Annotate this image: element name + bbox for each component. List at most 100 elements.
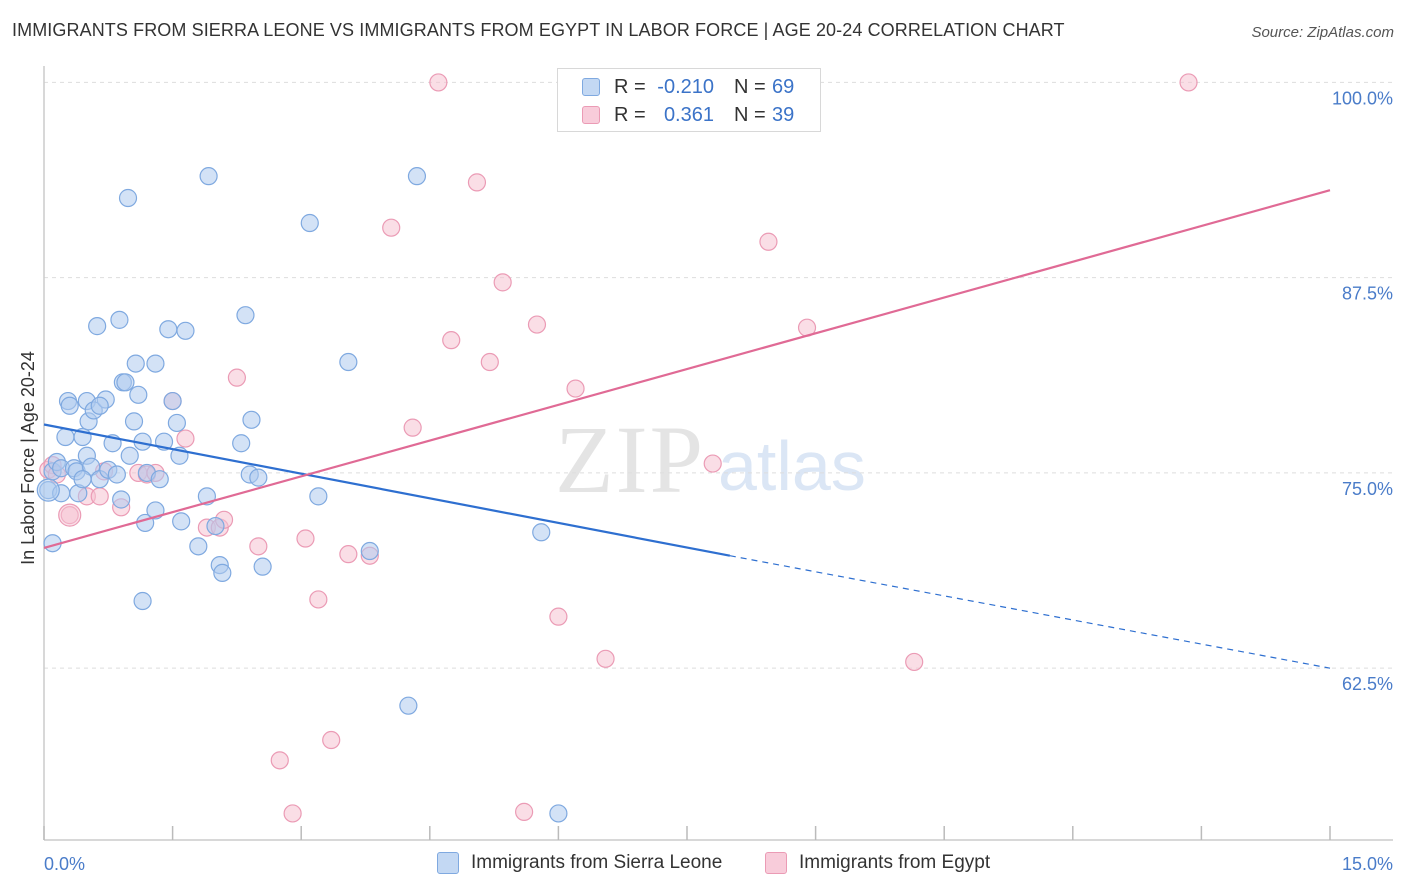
legend-n-label: N =	[734, 103, 766, 126]
sierra-leone-point	[300, 213, 319, 233]
series-legend-label: Immigrants from Sierra Leone	[471, 852, 723, 873]
sierra-leone-point	[159, 320, 178, 339]
sierra-leone-point	[532, 523, 551, 542]
legend-row-sierra-leone: R = -0.210 N = 69	[582, 75, 794, 99]
sierra-leone-point	[549, 804, 568, 823]
y-tick-label: 62.5%	[1342, 674, 1393, 694]
egypt-point	[403, 418, 422, 437]
series-legend: Immigrants from Sierra Leone Immigrants …	[0, 852, 1406, 878]
x-tick-label: 0.0%	[44, 854, 85, 874]
legend-r-label: R =	[614, 103, 646, 126]
series-legend-sierra-leone: Immigrants from Sierra Leone	[437, 852, 722, 874]
y-axis-label: In Labor Force | Age 20-24	[18, 351, 38, 565]
x-tick-label: 15.0%	[1342, 854, 1393, 874]
egypt-point	[759, 232, 778, 251]
egypt-point	[58, 503, 82, 527]
egypt-point	[227, 368, 246, 387]
watermark-zip: ZIP	[555, 406, 705, 513]
sierra-leone-point	[339, 352, 358, 372]
legend-row-egypt: R = 0.361 N = 39	[582, 103, 794, 127]
sierra-leone-point	[232, 434, 251, 453]
sierra-leone-point	[82, 457, 101, 476]
egypt-point	[480, 352, 499, 372]
sierra-leone-point	[236, 306, 255, 325]
sierra-leone-point	[309, 487, 328, 506]
legend-n-label: N =	[734, 75, 766, 98]
sierra-leone-point	[56, 427, 75, 447]
series-legend-label: Immigrants from Egypt	[799, 852, 991, 873]
egypt-point	[322, 730, 341, 750]
legend-swatch-blue	[582, 78, 600, 96]
egypt-point	[176, 429, 195, 448]
egypt-point	[493, 273, 512, 292]
egypt-point	[1179, 73, 1198, 92]
trendlines	[43, 189, 1331, 669]
sierra-leone-point	[146, 354, 165, 373]
sierra-leone-point	[133, 591, 152, 611]
sierra-leone-point	[120, 446, 139, 465]
sierra-leone-point	[90, 396, 109, 415]
y-tick-label: 100.0%	[1332, 88, 1393, 108]
egypt-point	[905, 652, 924, 672]
egypt-trendline	[43, 189, 1331, 549]
sierra-leone-trendline	[43, 423, 731, 557]
sierra-leone-point	[249, 468, 268, 487]
sierra-leone-point	[88, 317, 107, 336]
egypt-point	[549, 607, 568, 626]
watermark: ZIP atlas	[555, 406, 866, 513]
sierra-leone-point	[150, 470, 169, 489]
egypt-point	[249, 537, 268, 556]
egypt-point	[442, 331, 461, 350]
legend-r-value: -0.210	[657, 75, 714, 98]
egypt-point	[527, 315, 547, 334]
series-swatch-pink	[765, 852, 787, 874]
sierra-leone-point	[253, 557, 272, 576]
sierra-leone-points	[36, 167, 568, 823]
sierra-leone-point	[129, 385, 148, 404]
sierra-leone-point	[118, 188, 138, 208]
legend-r-label: R =	[614, 75, 646, 98]
sierra-leone-point	[163, 391, 182, 411]
sierra-leone-point	[126, 354, 145, 373]
sierra-leone-point	[36, 478, 60, 502]
sierra-leone-point	[206, 516, 225, 536]
sierra-leone-point	[172, 512, 191, 531]
sierra-leone-point	[176, 321, 195, 340]
sierra-leone-point	[124, 412, 144, 431]
egypt-point	[309, 590, 328, 609]
sierra-leone-point	[167, 413, 186, 433]
y-tick-label: 75.0%	[1342, 479, 1393, 499]
series-legend-egypt: Immigrants from Egypt	[765, 852, 990, 874]
legend-swatch-pink	[582, 106, 600, 124]
source-label: Source: ZipAtlas.com	[1251, 24, 1394, 41]
egypt-point	[566, 379, 585, 398]
sierra-leone-point	[242, 410, 261, 429]
series-swatch-blue	[437, 852, 459, 874]
sierra-leone-trendline-extension	[729, 555, 1331, 669]
legend-n-value: 69	[772, 75, 795, 98]
egypt-point	[270, 751, 289, 770]
egypt-point	[283, 804, 302, 823]
egypt-point	[467, 173, 487, 192]
sierra-leone-point	[360, 541, 379, 561]
watermark-atlas: atlas	[718, 427, 866, 505]
egypt-point	[515, 802, 534, 821]
sierra-leone-point	[107, 465, 126, 484]
egypt-point	[703, 454, 722, 473]
axes	[43, 66, 1393, 841]
sierra-leone-point	[189, 537, 208, 556]
sierra-leone-point	[73, 470, 92, 489]
gridlines	[44, 81, 1393, 669]
chart-title: IMMIGRANTS FROM SIERRA LEONE VS IMMIGRAN…	[12, 20, 1065, 40]
sierra-leone-point	[199, 167, 218, 186]
sierra-leone-point	[112, 490, 131, 509]
egypt-point	[296, 529, 315, 548]
sierra-leone-point	[399, 696, 418, 715]
sierra-leone-point	[407, 167, 427, 186]
legend-n-value: 39	[772, 103, 795, 126]
y-tick-label: 87.5%	[1342, 284, 1393, 304]
egypt-point	[90, 487, 109, 506]
egypt-point	[429, 73, 448, 92]
legend: R = -0.210 N = 69 R = 0.361 N = 39	[557, 68, 821, 132]
